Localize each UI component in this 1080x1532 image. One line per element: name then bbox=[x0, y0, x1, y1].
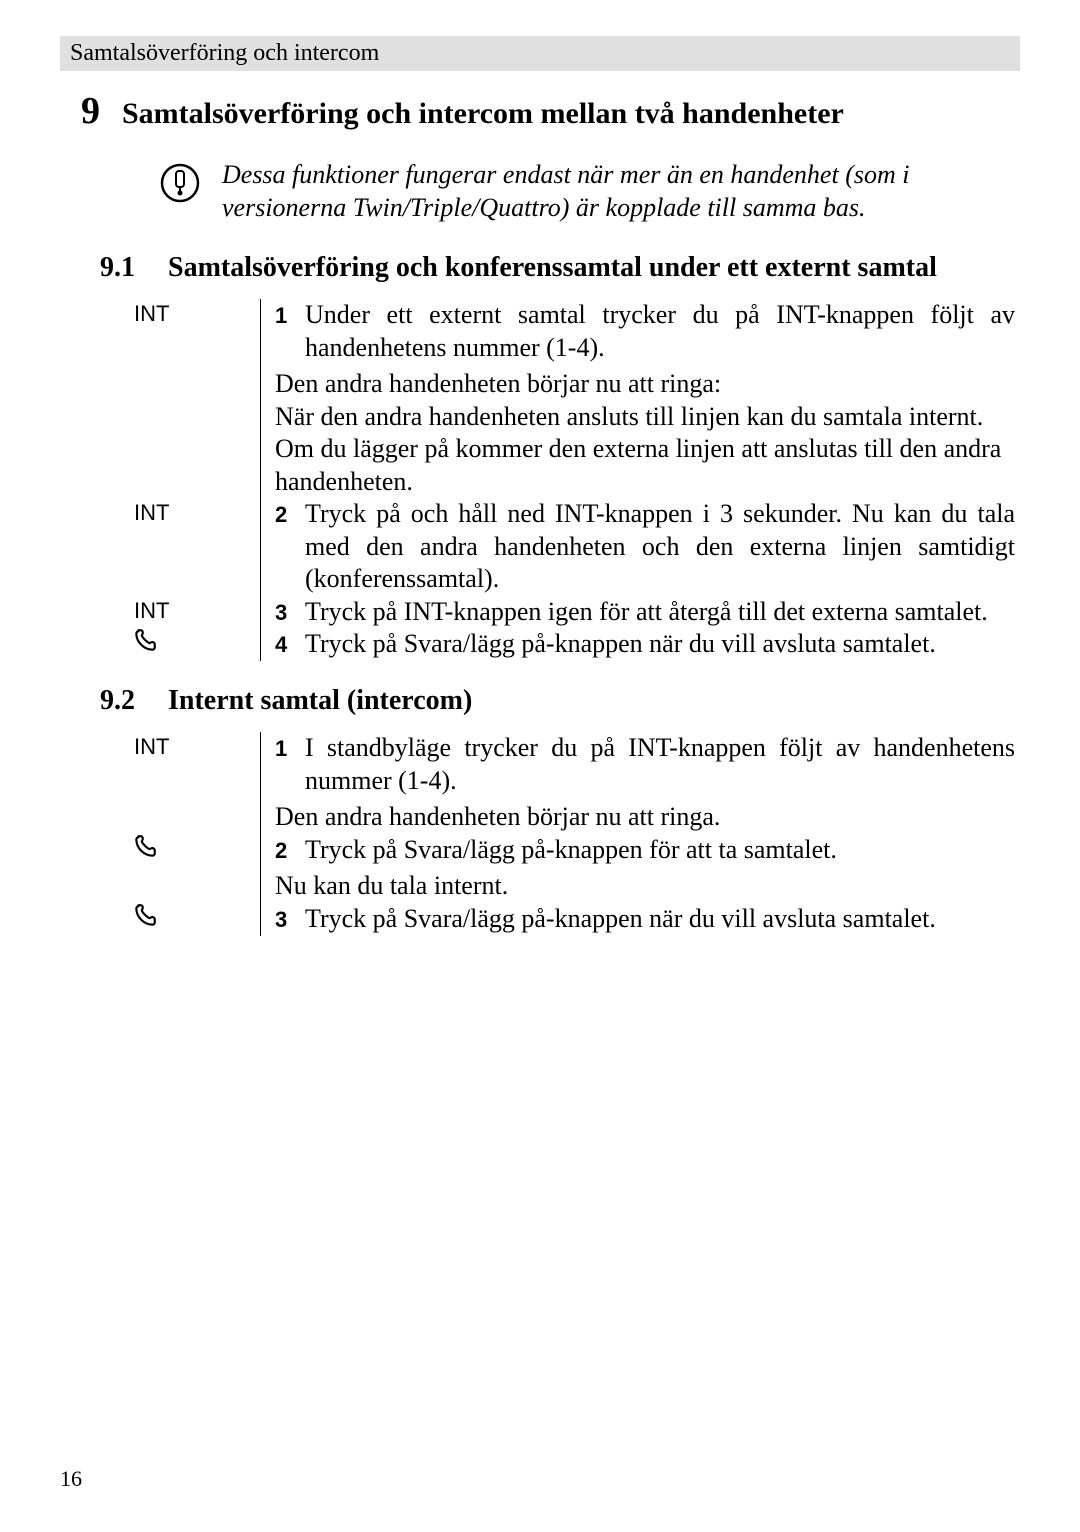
step-number: 1 bbox=[275, 736, 293, 762]
step-row: INT 2 Tryck på och håll ned INT-knappen … bbox=[130, 498, 1020, 596]
step-content: 3 Tryck på INT-knappen igen för att åter… bbox=[260, 596, 1020, 629]
chapter-title: Samtalsöverföring och intercom mellan tv… bbox=[122, 97, 844, 131]
step-text: Tryck på och håll ned INT-knappen i 3 se… bbox=[305, 498, 1015, 596]
step-content: 2 Tryck på Svara/lägg på-knappen för att… bbox=[260, 834, 1020, 903]
step-row: 2 Tryck på Svara/lägg på-knappen för att… bbox=[130, 834, 1020, 903]
page: Samtalsöverföring och intercom 9 Samtals… bbox=[0, 0, 1080, 1532]
step-number: 2 bbox=[275, 838, 293, 864]
step-number: 3 bbox=[275, 907, 293, 933]
info-icon bbox=[160, 159, 202, 208]
key-label-int: INT bbox=[130, 299, 260, 498]
chapter-number: 9 bbox=[60, 89, 100, 133]
step-content: 1 Under ett externt samtal trycker du på… bbox=[260, 299, 1020, 498]
phone-icon bbox=[130, 834, 260, 903]
section-title: Samtalsöverföring och konferenssamtal un… bbox=[168, 250, 937, 285]
steps-92: INT 1 I standbyläge trycker du på INT-kn… bbox=[130, 732, 1020, 936]
key-label-int: INT bbox=[130, 732, 260, 834]
phone-icon bbox=[130, 903, 260, 936]
step-number: 1 bbox=[275, 303, 293, 329]
step-extra-text: Den andra handenheten börjar nu att ring… bbox=[275, 368, 1015, 498]
step-extra-text: Den andra handenheten börjar nu att ring… bbox=[275, 801, 1015, 834]
section-heading-91: 9.1 Samtalsöverföring och konferenssamta… bbox=[100, 250, 1020, 285]
step-number: 3 bbox=[275, 600, 293, 626]
step-text: I standbyläge trycker du på INT-knappen … bbox=[305, 732, 1015, 797]
step-text: Tryck på Svara/lägg på-knappen när du vi… bbox=[305, 628, 936, 661]
step-number: 4 bbox=[275, 632, 293, 658]
step-number: 2 bbox=[275, 502, 293, 528]
step-content: 3 Tryck på Svara/lägg på-knappen när du … bbox=[260, 903, 1020, 936]
section-title: Internt samtal (intercom) bbox=[168, 683, 472, 718]
section-heading-92: 9.2 Internt samtal (intercom) bbox=[100, 683, 1020, 718]
step-content: 2 Tryck på och håll ned INT-knappen i 3 … bbox=[260, 498, 1020, 596]
step-content: 1 I standbyläge trycker du på INT-knappe… bbox=[260, 732, 1020, 834]
step-text: Under ett externt samtal trycker du på I… bbox=[305, 299, 1015, 364]
step-row: INT 1 Under ett externt samtal trycker d… bbox=[130, 299, 1020, 498]
step-text: Tryck på Svara/lägg på-knappen när du vi… bbox=[305, 903, 936, 936]
step-text: Tryck på Svara/lägg på-knappen för att t… bbox=[305, 834, 837, 867]
section-number: 9.2 bbox=[100, 685, 150, 717]
step-text: Tryck på INT-knappen igen för att återgå… bbox=[305, 596, 988, 629]
step-extra-text: Nu kan du tala internt. bbox=[275, 870, 1015, 903]
step-row: INT 3 Tryck på INT-knappen igen för att … bbox=[130, 596, 1020, 629]
section-number: 9.1 bbox=[100, 252, 150, 284]
info-note-text: Dessa funktioner fungerar endast när mer… bbox=[222, 159, 942, 224]
steps-91: INT 1 Under ett externt samtal trycker d… bbox=[130, 299, 1020, 661]
key-label-int: INT bbox=[130, 498, 260, 596]
step-row: 3 Tryck på Svara/lägg på-knappen när du … bbox=[130, 903, 1020, 936]
running-header: Samtalsöverföring och intercom bbox=[60, 36, 1020, 71]
running-title-text: Samtalsöverföring och intercom bbox=[70, 40, 379, 66]
step-content: 4 Tryck på Svara/lägg på-knappen när du … bbox=[260, 628, 1020, 661]
page-number: 16 bbox=[60, 1466, 82, 1492]
step-row: INT 1 I standbyläge trycker du på INT-kn… bbox=[130, 732, 1020, 834]
info-note: Dessa funktioner fungerar endast när mer… bbox=[160, 159, 1020, 224]
phone-icon bbox=[130, 628, 260, 661]
step-row: 4 Tryck på Svara/lägg på-knappen när du … bbox=[130, 628, 1020, 661]
key-label-int: INT bbox=[130, 596, 260, 629]
chapter-heading: 9 Samtalsöverföring och intercom mellan … bbox=[60, 89, 1020, 133]
